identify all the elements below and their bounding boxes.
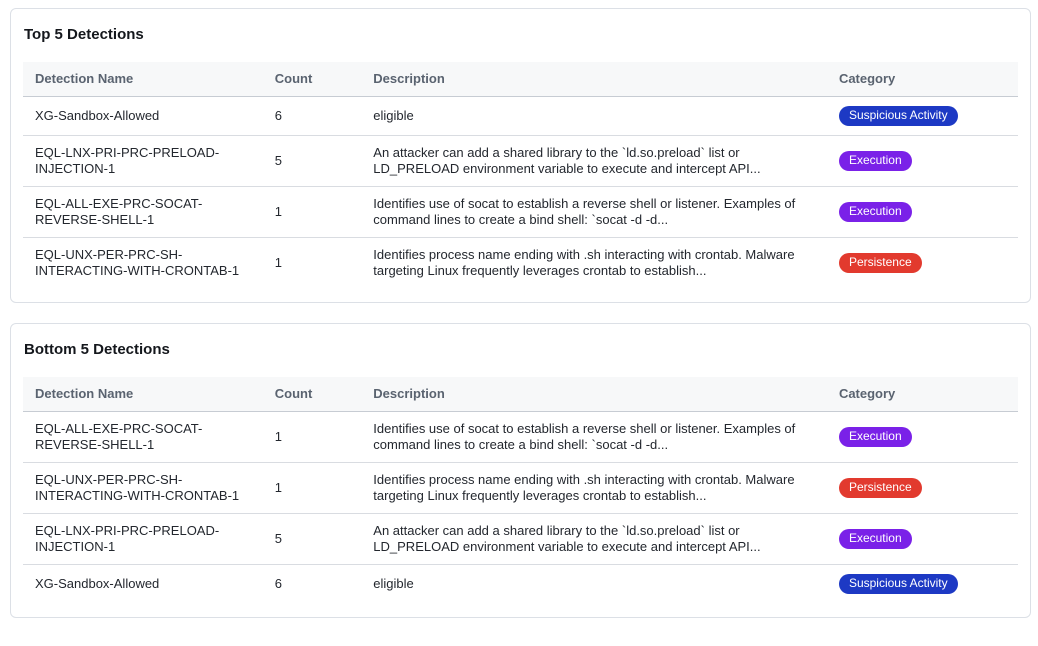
table-row: XG-Sandbox-Allowed 6 eligible Suspicious Ac… [23,565,1018,604]
top-detections-table: Detection Name Count Description Categor… [23,62,1018,288]
detection-name-cell: EQL-LNX-PRI-PRC-PRELOAD-INJECTION-1 [23,135,263,187]
description-cell: eligible [361,96,827,136]
count-cell: 1 [262,462,362,514]
category-badge: Suspicious Activity [838,574,958,594]
detection-name-cell: EQL-ALL-EXE-PRC-SOCAT-REVERSE-SHELL-1 [23,411,263,463]
column-header-description: Description [361,377,827,412]
detections-report-page: Top 5 Detections Detection Name Count De… [10,8,1031,618]
table-header-row: Detection Name Count Description Categor… [23,62,1018,97]
count-cell: 1 [262,411,362,463]
description-cell: Identifies process name ending with .sh … [361,462,827,514]
detection-name-cell: XG-Sandbox-Allowed [35,576,160,591]
bottom-detections-table: Detection Name Count Description Categor… [23,377,1018,603]
table-row: EQL-LNX-PRI-PRC-PRELOAD-INJECTION-1 5 An a… [23,135,1018,187]
column-header-count: Count [262,377,362,412]
category-badge: Persistence [838,253,922,273]
category-badge: Execution [838,529,912,549]
top-detections-card: Top 5 Detections Detection Name Count De… [10,8,1031,303]
description-cell: Identifies use of socat to establish a r… [361,411,827,463]
column-header-count: Count [262,62,362,97]
count-cell: 5 [262,135,362,187]
category-cell: Suspicious Activity [826,96,1018,136]
column-header-detection-name: Detection Name [23,377,263,412]
count-cell: 6 [262,96,362,136]
detection-name-cell: EQL-UNX-PER-PRC-SH-INTERACTING-WITH-CRON… [23,462,263,514]
category-cell: Execution [826,513,1018,565]
column-header-category: Category [826,62,1018,97]
table-row: EQL-UNX-PER-PRC-SH-INTERACTING-WITH-CRON… [23,238,1018,289]
count-cell: 5 [262,513,362,565]
column-header-detection-name: Detection Name [23,62,263,97]
category-cell: Execution [826,135,1018,187]
category-cell: Execution [826,186,1018,238]
count-cell: 1 [262,186,362,238]
table-row: EQL-UNX-PER-PRC-SH-INTERACTING-WITH-CRON… [23,462,1018,514]
category-badge: Suspicious Activity [838,106,958,126]
category-cell: Persistence [826,462,1018,514]
category-badge: Execution [838,151,912,171]
category-cell: Execution [826,411,1018,463]
column-header-category: Category [826,377,1018,412]
description-cell: eligible [373,576,414,591]
card-title-bottom-detections: Bottom 5 Detections [24,341,170,358]
table-row: EQL-ALL-EXE-PRC-SOCAT-REVERSE-SHELL-1 1 Id… [23,411,1018,463]
column-header-description: Description [361,62,827,97]
category-badge: Persistence [838,478,922,498]
description-cell: Identifies use of socat to establish a r… [361,186,827,238]
description-cell: Identifies process name ending with .sh … [373,247,795,278]
table-header-row: Detection Name Count Description Categor… [23,377,1018,412]
count-cell: 1 [274,255,283,270]
table-row: XG-Sandbox-Allowed 6 eligible Suspicious Ac… [23,96,1018,136]
detection-name-cell: EQL-UNX-PER-PRC-SH-INTERACTING-WITH-CRON… [35,247,240,278]
detection-name-cell: EQL-LNX-PRI-PRC-PRELOAD-INJECTION-1 [23,513,263,565]
description-cell: An attacker can add a shared library to … [361,135,827,187]
card-title-top-detections: Top 5 Detections [24,26,144,43]
bottom-detections-card: Bottom 5 Detections Detection Name Count… [10,323,1031,618]
category-cell: Suspicious Activity [827,565,1018,604]
category-cell: Persistence [827,238,1018,289]
table-row: EQL-LNX-PRI-PRC-PRELOAD-INJECTION-1 5 An a… [23,513,1018,565]
category-badge: Execution [838,202,912,222]
table-row: EQL-ALL-EXE-PRC-SOCAT-REVERSE-SHELL-1 1 Id… [23,186,1018,238]
count-cell: 6 [274,576,283,591]
description-cell: An attacker can add a shared library to … [361,513,827,565]
category-badge: Execution [838,427,912,447]
detection-name-cell: EQL-ALL-EXE-PRC-SOCAT-REVERSE-SHELL-1 [23,186,263,238]
detection-name-cell: XG-Sandbox-Allowed [23,96,263,136]
